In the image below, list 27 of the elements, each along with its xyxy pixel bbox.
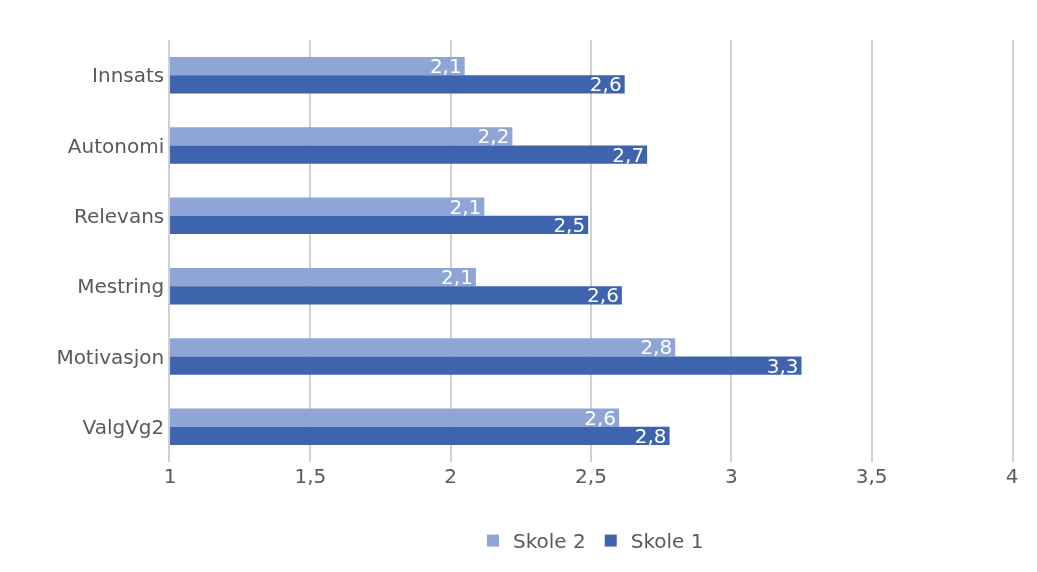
- data-label: 2,1: [441, 265, 473, 290]
- y-tick-label: Relevans: [73, 203, 165, 228]
- data-label: 2,7: [612, 142, 645, 167]
- data-label: 2,6: [589, 72, 622, 97]
- data-label: 2,2: [477, 124, 510, 149]
- data-label: 2,5: [553, 212, 586, 237]
- data-label: 2,6: [587, 283, 619, 308]
- data-label: 2,1: [449, 194, 482, 219]
- x-tick-label: 4: [1005, 464, 1019, 488]
- x-tick-label: 1: [163, 464, 177, 488]
- y-tick-label: Motivasjon: [56, 344, 165, 369]
- data-label: 2,1: [429, 54, 462, 79]
- x-tick-label: 2: [444, 464, 458, 488]
- y-tick-label: ValgVg2: [82, 414, 165, 439]
- x-tick-label: 3,5: [855, 464, 888, 488]
- data-label: 3,3: [766, 353, 799, 378]
- y-tick-label: Autonomi: [67, 133, 165, 158]
- y-tick-label: Innsats: [92, 63, 165, 88]
- data-label: 2,8: [634, 423, 667, 448]
- x-tick-label: 2,5: [575, 464, 607, 488]
- data-label: 2,8: [640, 335, 673, 360]
- legend-label: Skole 1: [630, 529, 704, 554]
- legend-label: Skole 2: [513, 529, 586, 554]
- y-tick-label: Mestring: [77, 274, 165, 299]
- x-tick-label: 1,5: [294, 464, 327, 488]
- data-label: 2,6: [584, 405, 617, 430]
- x-tick-label: 3: [724, 464, 738, 488]
